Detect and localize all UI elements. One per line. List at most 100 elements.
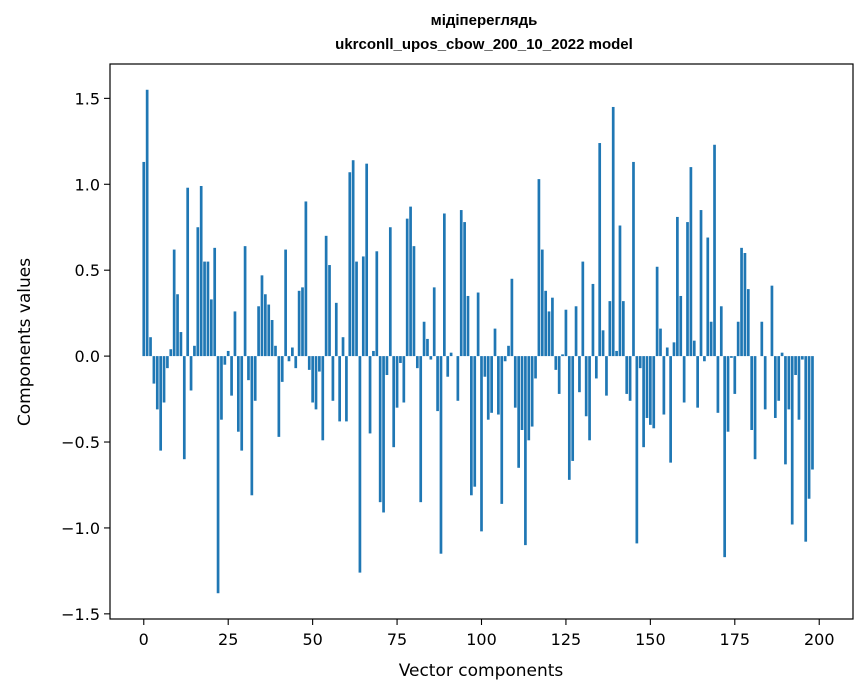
bar-3	[152, 356, 156, 384]
bar-130	[581, 261, 585, 357]
bar-66	[365, 163, 369, 357]
bar-122	[554, 356, 558, 370]
bar-123	[557, 356, 561, 394]
bar-121	[551, 297, 554, 357]
bar-153	[659, 328, 662, 357]
x-tick-label: 75	[387, 630, 407, 649]
bar-144	[628, 356, 632, 401]
bar-159	[679, 295, 683, 357]
bar-13	[186, 187, 190, 357]
bar-112	[520, 356, 524, 430]
bar-188	[777, 356, 781, 401]
bar-183	[760, 321, 764, 357]
bar-84	[426, 338, 429, 357]
bar-19	[206, 261, 210, 357]
plot-frame	[109, 63, 854, 620]
bar-195	[800, 356, 804, 360]
bar-168	[709, 321, 713, 357]
bar-59	[341, 337, 345, 357]
bar-156	[669, 356, 672, 463]
y-axis-label: Components values	[15, 258, 35, 426]
x-tick-label: 175	[720, 630, 751, 649]
bar-6	[162, 356, 166, 403]
bar-46	[297, 290, 301, 357]
bar-21	[213, 247, 217, 357]
bar-50	[311, 356, 314, 403]
bar-170	[716, 356, 720, 413]
bar-9	[172, 249, 176, 357]
bar-29	[240, 356, 244, 451]
bar-51	[314, 356, 318, 410]
bar-49	[307, 356, 311, 370]
bar-91	[449, 352, 453, 357]
bar-53	[321, 356, 325, 441]
bar-157	[672, 342, 676, 357]
bar-198	[811, 356, 814, 470]
bar-73	[388, 227, 392, 357]
x-axis-label: Vector components	[399, 661, 564, 681]
y-tick-label: −1.0	[61, 519, 100, 538]
bar-128	[574, 306, 578, 357]
bar-23	[220, 356, 223, 420]
bar-148	[642, 356, 645, 448]
bar-179	[746, 289, 750, 357]
y-tick-label: 1.0	[75, 175, 100, 194]
bar-32	[250, 356, 254, 496]
bar-145	[632, 161, 635, 357]
bar-107	[503, 356, 507, 362]
bar-133	[591, 283, 595, 357]
bar-52	[318, 356, 321, 372]
bar-62	[351, 160, 355, 357]
bar-40	[277, 356, 281, 437]
bar-56	[331, 356, 335, 401]
bar-68	[372, 350, 375, 357]
bar-171	[719, 306, 723, 357]
bar-162	[689, 167, 693, 357]
bar-37	[267, 304, 271, 357]
bar-67	[368, 356, 372, 434]
bar-17	[199, 186, 203, 357]
x-tick-label: 200	[804, 630, 835, 649]
bar-100	[480, 356, 483, 532]
bar-116	[534, 356, 537, 379]
bar-42	[284, 249, 287, 357]
bar-115	[530, 356, 534, 427]
bar-124	[561, 354, 564, 357]
bar-28	[236, 356, 240, 432]
bar-150	[649, 356, 652, 425]
bar-2	[149, 337, 152, 357]
bar-60	[345, 356, 348, 422]
bar-110	[513, 356, 517, 408]
bar-166	[703, 356, 706, 362]
bar-80	[412, 246, 416, 357]
chart-title-line2: ukrconll_upos_cbow_200_10_2022 model	[335, 36, 633, 53]
x-tick-label: 150	[635, 630, 666, 649]
bar-10	[176, 294, 179, 357]
bar-137	[605, 356, 608, 396]
bar-178	[743, 253, 747, 357]
y-tick-label: 1.5	[75, 89, 100, 108]
bar-44	[291, 347, 294, 357]
bar-41	[280, 356, 284, 382]
bar-152	[655, 266, 659, 357]
bar-38	[270, 320, 274, 357]
x-tick-label: 50	[302, 630, 322, 649]
y-axis-ticks: −1.5 −1.0 −0.5 0.0 0.5 1.0 1.5	[61, 89, 110, 624]
bar-142	[621, 301, 625, 357]
bar-143	[625, 356, 629, 394]
bar-96	[466, 295, 470, 357]
bar-132	[588, 356, 591, 441]
bar-74	[392, 356, 396, 448]
bar-18	[203, 261, 206, 357]
bar-126	[567, 356, 571, 480]
bar-177	[740, 247, 743, 357]
bar-4	[155, 356, 159, 410]
bar-163	[692, 340, 696, 357]
bar-151	[652, 356, 656, 429]
bar-105	[497, 356, 500, 415]
bar-87	[436, 356, 439, 412]
bar-30	[243, 246, 247, 357]
bar-71	[382, 356, 385, 513]
bar-69	[375, 251, 379, 357]
bar-12	[182, 356, 186, 460]
